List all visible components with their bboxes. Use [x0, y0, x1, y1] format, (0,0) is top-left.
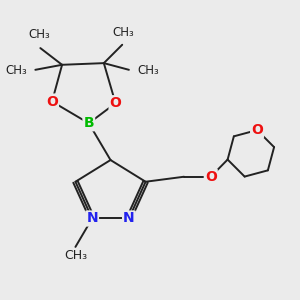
Text: CH₃: CH₃ [5, 64, 27, 77]
Text: N: N [86, 212, 98, 226]
Text: CH₃: CH₃ [112, 26, 134, 39]
Text: O: O [205, 170, 217, 184]
Text: N: N [123, 212, 135, 226]
Text: CH₃: CH₃ [137, 64, 159, 77]
Text: CH₃: CH₃ [64, 249, 87, 262]
Text: CH₃: CH₃ [28, 28, 50, 41]
Text: B: B [83, 116, 94, 130]
Text: O: O [251, 123, 263, 137]
Text: O: O [110, 96, 122, 110]
Text: O: O [46, 94, 58, 109]
